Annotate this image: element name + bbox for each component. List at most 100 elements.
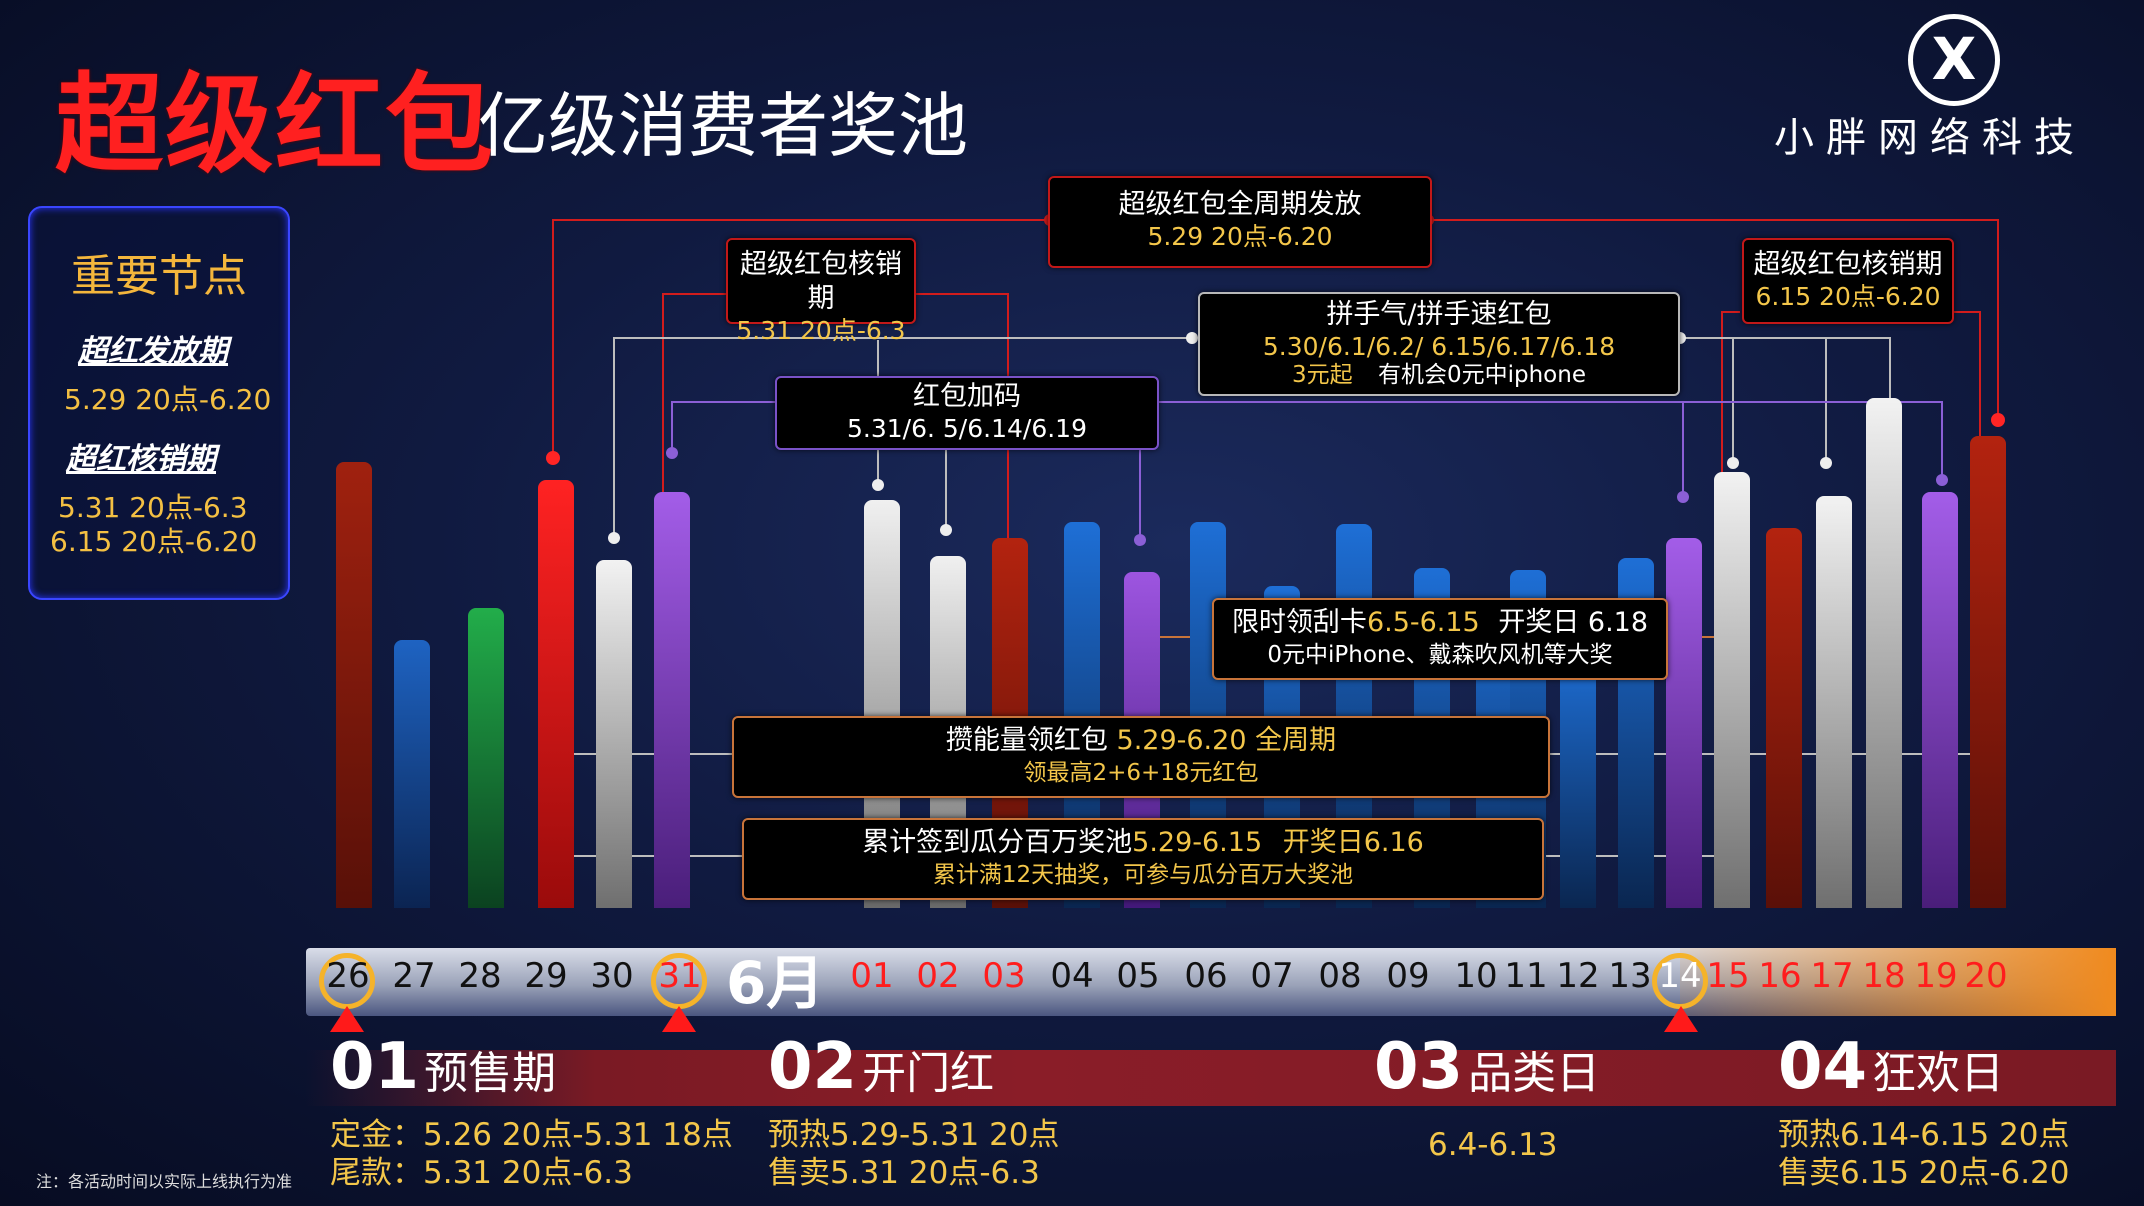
day-31: 31 — [658, 956, 702, 996]
label-pin-line2: 5.30/6.1/6.2/ 6.15/6.17/6.18 — [1262, 332, 1616, 361]
bar-0619 — [1922, 492, 1958, 908]
bar-30 — [596, 560, 632, 908]
day-0602: 02 — [916, 956, 960, 996]
label-scratch-line1b: 6.5-6.15 — [1366, 607, 1480, 638]
key-nodes-title: 重要节点 — [71, 251, 247, 302]
label-full-period: 超级红包全周期发放 5.29 20点-6.20 — [1048, 176, 1432, 268]
phase-3-info: 6.4-6.13 — [1428, 1126, 1558, 1164]
label-redeem-1: 超级红包核销期 5.31 20点-6.3 — [726, 238, 916, 345]
phase-2-name: 开门红 — [862, 1048, 995, 1099]
day-0604: 04 — [1050, 956, 1094, 996]
phase-1-info-line1: 定金：5.26 20点-5.31 18点 — [330, 1117, 733, 1153]
day-0614: 14 — [1658, 956, 1702, 996]
bar-28 — [468, 608, 504, 908]
phase-2-info-line2: 售卖5.31 20点-6.3 — [768, 1155, 1040, 1191]
phase-2-info-line1: 预热5.29-5.31 20点 — [768, 1117, 1060, 1153]
phase-3: 03 品类日 — [1374, 1030, 1600, 1104]
label-redeem-2-line2: 6.15 20点-6.20 — [1755, 282, 1941, 311]
bar-27 — [394, 640, 430, 908]
brand-logo-icon: X — [1908, 14, 2000, 106]
redeem-period-heading: 超红核销期 — [66, 442, 216, 477]
main-title: 超级红包 — [55, 63, 496, 188]
day-0608: 08 — [1318, 956, 1362, 996]
day-0619: 19 — [1914, 956, 1958, 996]
label-scratch-card: 限时领刮卡6.5-6.15 开奖日 6.18 0元中iPhone、戴森吹风机等大… — [1212, 598, 1668, 680]
label-energy-line1a: 攒能量领红包 — [945, 725, 1108, 756]
footnote: 注：各活动时间以实际上线执行为准 — [36, 1172, 293, 1191]
bar-0612 — [1560, 648, 1596, 908]
bar-29 — [538, 480, 574, 908]
label-signin-line1a: 累计签到瓜分百万奖池 — [862, 827, 1133, 858]
phase-2-info: 预热5.29-5.31 20点 售卖5.31 20点-6.3 — [768, 1116, 1060, 1192]
label-full-period-line1: 超级红包全周期发放 — [1118, 189, 1362, 220]
label-energy-line1b: 5.29-6.20 全周期 — [1116, 725, 1337, 756]
day-0613: 13 — [1608, 956, 1652, 996]
label-bonus-line2: 5.31/6. 5/6.14/6.19 — [847, 414, 1087, 443]
phase-start-marker-1 — [330, 1006, 364, 1032]
phase-4-number: 04 — [1778, 1030, 1868, 1104]
day-0603: 03 — [982, 956, 1026, 996]
issue-period-heading: 超红发放期 — [78, 334, 228, 369]
label-redeem-1-line1: 超级红包核销期 — [740, 249, 902, 314]
label-pin-line3b: 有机会0元中iphone — [1377, 362, 1586, 388]
label-scratch-line2: 0元中iPhone、戴森吹风机等大奖 — [1267, 642, 1613, 668]
day-0616: 16 — [1758, 956, 1802, 996]
timeline-highlight — [1680, 948, 2116, 1016]
phase-start-marker-4 — [1664, 1006, 1698, 1032]
phase-3-number: 03 — [1374, 1030, 1464, 1104]
brand-name: 小胖网络科技 — [1774, 115, 2086, 161]
day-0618: 18 — [1862, 956, 1906, 996]
month-label: 6月 — [726, 949, 825, 1017]
phase-4-info-line1: 预热6.14-6.15 20点 — [1778, 1117, 2070, 1153]
connector-lines — [546, 214, 2005, 862]
day-29: 29 — [524, 956, 568, 996]
label-signin: 累计签到瓜分百万奖池5.29-6.15 开奖日6.16 累计满12天抽奖，可参与… — [742, 818, 1544, 900]
day-0601: 01 — [850, 956, 894, 996]
redeem-period-value-1: 5.31 20点-6.3 — [58, 491, 248, 524]
phase-1-number: 01 — [330, 1030, 420, 1104]
bar-0617 — [1816, 496, 1852, 908]
phase-3-name: 品类日 — [1468, 1048, 1601, 1099]
day-0611: 11 — [1504, 956, 1548, 996]
label-pin-line3a: 3元起 — [1292, 362, 1353, 388]
day-0620: 20 — [1964, 956, 2008, 996]
label-signin-line1c: 开奖日6.16 — [1282, 827, 1424, 858]
label-energy-line2: 领最高2+6+18元红包 — [1023, 760, 1259, 786]
label-full-period-line2: 5.29 20点-6.20 — [1147, 222, 1333, 251]
redeem-period-value-2: 6.15 20点-6.20 — [50, 525, 258, 558]
phase-4: 04 狂欢日 — [1778, 1030, 2004, 1104]
day-27: 27 — [392, 956, 436, 996]
key-nodes-panel: 重要节点 超红发放期 5.29 20点-6.20 超红核销期 5.31 20点-… — [28, 206, 290, 600]
bar-31 — [654, 492, 690, 908]
label-pin-line1: 拼手气/拼手速红包 — [1326, 299, 1552, 330]
phase-3-info-line1: 6.4-6.13 — [1428, 1127, 1558, 1163]
label-pin-redpacket: 拼手气/拼手速红包 5.30/6.1/6.2/ 6.15/6.17/6.18 3… — [1198, 292, 1680, 396]
label-signin-line2: 累计满12天抽奖，可参与瓜分百万大奖池 — [932, 862, 1354, 888]
bar-0618 — [1866, 398, 1902, 908]
label-energy: 攒能量领红包 5.29-6.20 全周期 领最高2+6+18元红包 — [732, 716, 1550, 798]
phase-4-name: 狂欢日 — [1872, 1048, 2005, 1099]
day-0617: 17 — [1810, 956, 1854, 996]
sub-title: 亿级消费者奖池 — [478, 85, 968, 167]
label-scratch-line1c: 开奖日 6.18 — [1498, 607, 1649, 638]
day-0612: 12 — [1556, 956, 1600, 996]
label-bonus-line1: 红包加码 — [913, 381, 1021, 412]
day-28: 28 — [458, 956, 502, 996]
phase-2-number: 02 — [768, 1030, 858, 1104]
bar-0620 — [1970, 436, 2006, 908]
phase-1-info-line2: 尾款：5.31 20点-6.3 — [330, 1155, 633, 1191]
day-30: 30 — [590, 956, 634, 996]
label-bonus: 红包加码 5.31/6. 5/6.14/6.19 — [775, 376, 1159, 450]
phase-start-marker-2 — [662, 1006, 696, 1032]
bar-26 — [336, 462, 372, 908]
label-scratch-line1a: 限时领刮卡 — [1231, 607, 1367, 638]
phase-1-info: 定金：5.26 20点-5.31 18点 尾款：5.31 20点-6.3 — [330, 1116, 733, 1192]
day-0610: 10 — [1454, 956, 1498, 996]
day-0609: 09 — [1386, 956, 1430, 996]
bar-0616 — [1766, 528, 1802, 908]
day-0605: 05 — [1116, 956, 1160, 996]
label-redeem-2-line1: 超级红包核销期 — [1753, 249, 1943, 280]
day-0606: 06 — [1184, 956, 1228, 996]
phase-4-info-line2: 售卖6.15 20点-6.20 — [1778, 1155, 2070, 1191]
